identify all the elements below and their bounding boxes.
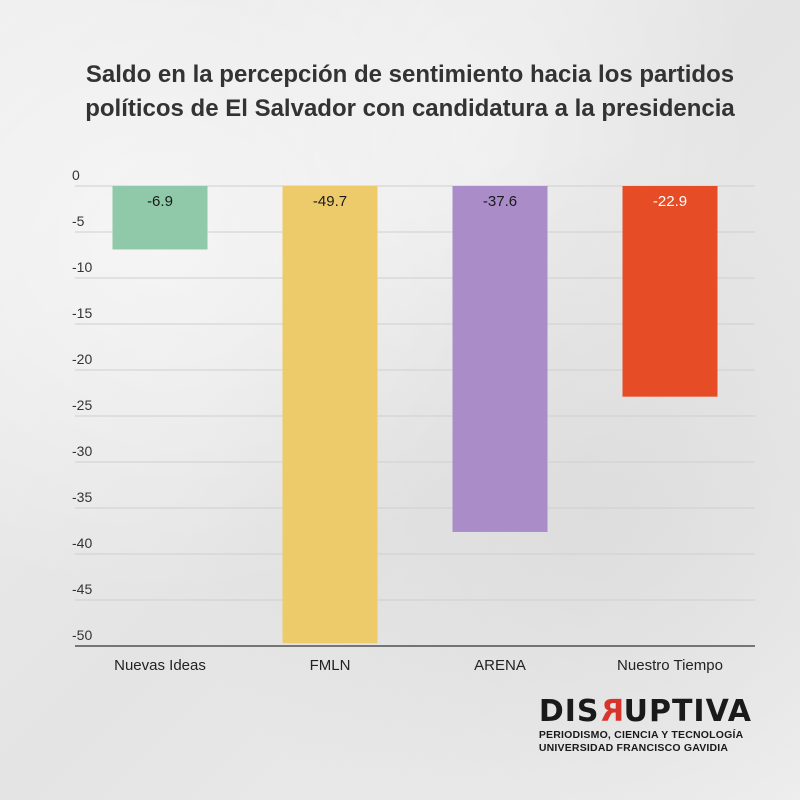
x-category-label: FMLN [310,657,351,674]
bar [282,186,378,644]
data-label: -37.6 [483,193,517,210]
bars [112,186,718,644]
y-tick-label: -30 [72,443,92,459]
chart-title: Saldo en la percepción de sentimiento ha… [85,61,735,122]
y-tick-label: 0 [72,167,80,183]
x-axis-categories: Nuevas Ideas FMLN ARENA Nuestro Tiempo [114,657,723,674]
y-tick-label: -45 [72,581,92,597]
logo-tagline: PERIODISMO, CIENCIA Y TECNOLOGÍA [538,729,744,741]
logo-wordmark: DISRUPTIVA [538,694,752,729]
disruptiva-logo: DISRUPTIVA PERIODISMO, CIENCIA Y TECNOLO… [538,694,752,755]
y-tick-label: -5 [72,213,85,229]
y-tick-label: -50 [72,627,92,643]
y-tick-label: -40 [72,535,92,551]
logo-university: UNIVERSIDAD FRANCISCO GAVIDIA [538,742,729,754]
x-category-label: Nuestro Tiempo [617,657,723,674]
bar [452,186,548,532]
y-tick-label: -20 [72,351,92,367]
y-tick-label: -25 [72,397,92,413]
y-tick-label: -35 [72,489,92,505]
x-category-label: ARENA [474,657,526,674]
y-tick-label: -15 [72,305,92,321]
y-axis-ticks: 0 -5 -10 -15 -20 -25 -30 -35 -40 -45 -50 [72,167,92,643]
data-label: -22.9 [653,193,687,210]
data-labels: -6.9 -49.7 -37.6 -22.9 [147,193,687,210]
bar [622,186,718,397]
x-category-label: Nuevas Ideas [114,657,206,674]
data-label: -49.7 [313,193,347,210]
data-label: -6.9 [147,193,173,210]
bar [112,186,208,250]
y-tick-label: -10 [72,259,92,275]
